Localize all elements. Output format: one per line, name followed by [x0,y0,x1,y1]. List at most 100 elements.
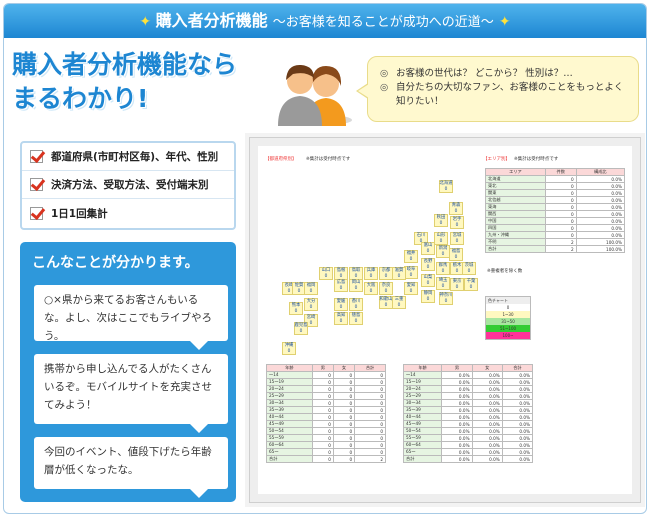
prefecture-label: 北海道 [439,181,453,186]
table-header: 女 [471,364,503,372]
prefecture-count: 0 [369,274,373,279]
hero-heading: 購入者分析機能なら まるわかり! [12,48,302,116]
insight-message: 携帯から申し込んでる人がたくさんいるぞ。モバイルサイトを充実させてみよう！ [34,354,228,433]
table-row: 65～ 0.0% 0.0% 0.0% [402,448,534,456]
table-cell: 0 [544,175,577,183]
feature-checklist: 都道府県(市町村区毎)、年代、性別 決済方法、受取方法、受付端末別 1日1回集計 [20,141,236,230]
table-cell: 0 [311,378,334,386]
table-cell: 0 [544,203,577,211]
table-row: 65～ 0 0 0 [266,448,386,456]
table-cell: 0 [311,392,334,400]
table-cell: 0 [311,427,334,435]
table-cell: 35～39 [402,406,443,414]
table-cell: 0.0% [471,378,503,386]
table-header: 構成比 [575,168,626,176]
table-cell: 0 [311,420,334,428]
table-cell: 0 [311,413,334,421]
table-cell: 0.0% [501,399,534,407]
prefecture-cell [349,298,363,311]
table-cell: 0.0% [471,455,503,463]
prefecture-label: 奈良 [381,283,391,288]
table-cell: 2 [354,455,386,463]
table-cell: 0.0% [501,455,534,463]
table-cell: 0.0% [441,406,473,414]
table-row: ～14 0.0% 0.0% 0.0% [402,371,534,379]
table-cell: 合計 [402,455,443,463]
prefecture-count: 0 [397,303,401,308]
table-cell: 0 [311,455,334,463]
table-cell: 0 [311,441,334,449]
prefecture-count: 0 [439,221,443,226]
bubble-item: ◎ 自分たちの大切なファン、お客様のことをもっとよく知りたい！ [380,81,628,109]
prefecture-count: 0 [444,299,448,304]
prefecture-count: 0 [354,305,358,310]
table-cell: 20～24 [266,385,313,393]
prefecture-label: 山梨 [423,275,433,280]
prefecture-label: 和歌山 [379,297,393,302]
prefecture-count: 0 [467,269,471,274]
prefecture-count: 0 [384,289,388,294]
table-cell: 0.0% [501,413,534,421]
table-cell: 0 [354,427,386,435]
insight-message: ○×県から来てるお客さんもいるな。よし、次はここでもライブやろう。 [34,285,228,350]
table-cell: 0 [332,399,356,407]
table-cell: 0 [544,231,577,239]
prefecture-label: 宮崎 [306,315,316,320]
table-cell: 0.0% [501,448,534,456]
table-cell: 0.0% [441,399,473,407]
table-row: 不明 2 100.0% [485,238,626,246]
panel-title: こんなことが分かります。 [32,255,199,271]
table-cell: 0.0% [501,392,534,400]
table-cell: 65～ [266,448,313,456]
table-cell: 0.0% [441,392,473,400]
prefecture-label: 長野 [423,259,433,264]
prefecture-count: 0 [426,297,430,302]
table-row: 35～39 0 0 0 [266,406,386,414]
table-cell: 0.0% [575,175,626,183]
prefecture-count: 0 [384,303,388,308]
table-cell: 0 [311,434,334,442]
prefecture-label: 京都 [381,268,391,273]
table-cell: 0 [354,385,386,393]
prefecture-label: 徳島 [351,313,361,318]
table-cell: 0 [332,448,356,456]
prefecture-label: 神奈川 [439,293,453,298]
table-header: 男 [311,364,334,372]
prefecture-count: 0 [414,239,428,244]
speech-bubble: ◎ お客様の世代は？ どこから？ 性別は？… ◎ 自分たちの大切なファン、お客様… [356,56,639,122]
table-header: 女 [332,364,356,372]
legend-item: 1~30 [486,311,530,318]
table-cell: 0 [332,406,356,414]
table-row: 合計 0.0% 0.0% 0.0% [402,455,534,463]
prefecture-cell [439,292,453,305]
table-row: 40～44 0 0 0 [266,413,386,421]
table-cell: 0.0% [575,182,626,190]
prefecture-cell [421,274,435,287]
table-cell: 東海 [485,203,546,211]
prefecture-label: 三重 [394,297,404,302]
prefecture-count: 0 [409,257,413,262]
prefecture-count: 0 [354,319,358,324]
table-cell: 2 [544,245,577,253]
table-row: 北信越 0 0.0% [485,196,626,204]
prefecture-cell [436,277,450,290]
table-row: 関東 0 0.0% [485,189,626,197]
table-cell: ～14 [402,371,443,379]
prefecture-count: 0 [299,329,303,334]
table-row: ～14 0 0 0 [266,371,386,379]
table-cell: 0.0% [471,427,503,435]
prefecture-label: 大阪 [366,283,376,288]
table-row: 20～24 0.0% 0.0% 0.0% [402,385,534,393]
prefecture-count: 0 [409,273,413,278]
table-cell: 2 [544,238,577,246]
prefecture-count: 0 [441,252,445,257]
prefecture-label: 山形 [436,233,446,238]
table-header: 男 [441,364,473,372]
table-cell: 30～34 [266,399,313,407]
table-cell: 60～64 [266,441,313,449]
prefecture-cell [392,296,406,309]
table-cell: 四国 [485,224,546,232]
table-row: 40～44 0.0% 0.0% 0.0% [402,413,534,421]
table-row: 25～29 0.0% 0.0% 0.0% [402,392,534,400]
prefecture-count: 0 [455,239,459,244]
